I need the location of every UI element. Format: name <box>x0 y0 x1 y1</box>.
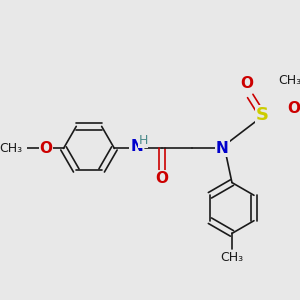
Text: CH₃: CH₃ <box>278 74 300 87</box>
Text: S: S <box>256 106 268 124</box>
Text: CH₃: CH₃ <box>0 142 22 155</box>
Text: O: O <box>40 141 52 156</box>
Text: CH₃: CH₃ <box>220 251 244 264</box>
Text: N: N <box>130 139 143 154</box>
Text: H: H <box>138 134 148 147</box>
Text: N: N <box>216 141 229 156</box>
Text: O: O <box>240 76 253 91</box>
Text: O: O <box>287 101 300 116</box>
Text: O: O <box>155 171 169 186</box>
